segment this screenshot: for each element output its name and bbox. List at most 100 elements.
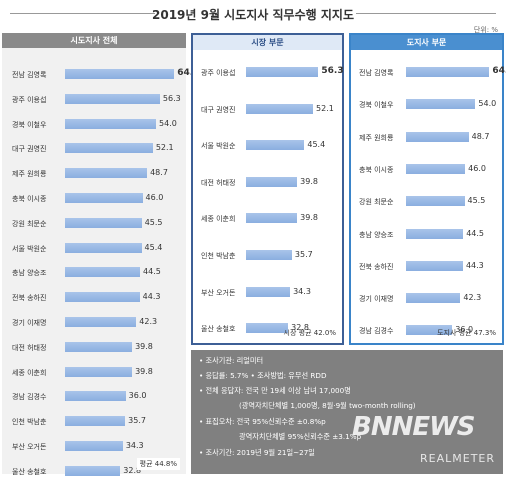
panel-city-mayors: 시장 부문 광주 이용섭 56.3 대구 권영진 52.1 서울 박원순 45.4 대전 허…: [191, 33, 344, 345]
category-label: 제주 원희룡: [12, 170, 47, 179]
data-label: 42.3: [463, 293, 482, 303]
note-period: • 조사기간: 2019년 9월 21일~27일: [199, 448, 315, 457]
bar: [246, 250, 292, 260]
data-label: 48.7: [150, 168, 168, 178]
category-label: 경남 김경수: [359, 327, 394, 336]
panel-province-header: 도지사 부문: [351, 35, 502, 50]
data-label: 34.3: [293, 286, 311, 296]
bar: [65, 366, 133, 377]
category-label: 강원 최문순: [359, 198, 394, 207]
bar: [65, 317, 137, 327]
data-label: 35.7: [294, 250, 313, 259]
average-label: 도지사 평균 47.3%: [437, 329, 496, 337]
category-label: 전남 김영록: [359, 69, 394, 77]
category-label: 대구 권영진: [201, 105, 236, 114]
data-label: 48.7: [471, 131, 490, 141]
bar: [65, 465, 121, 476]
category-label: 전북 송하진: [12, 294, 47, 303]
unit-label: 단위: %: [473, 26, 498, 34]
category-label: 경남 김경수: [12, 393, 47, 402]
category-label: 광주 이용섭: [12, 95, 47, 104]
page-title: 2019년 9월 시도지사 직무수행 지지도: [152, 8, 354, 22]
data-label: 54.0: [159, 118, 177, 128]
category-label: 전남 김영록: [12, 71, 47, 79]
bar: [246, 103, 313, 114]
bar: [65, 441, 123, 451]
note-respondents-detail: (광역자치단체별 1,000명, 8월·9월 two-month rolling…: [239, 401, 416, 410]
category-label: 울산 송철호: [12, 467, 47, 476]
category-label: 대전 허태정: [12, 343, 47, 352]
bar: [246, 140, 305, 151]
bar: [406, 293, 461, 304]
data-label: 44.5: [466, 228, 485, 238]
data-label: 39.8: [135, 341, 153, 351]
title-rule-right: [356, 13, 496, 14]
category-label: 대전 허태정: [201, 178, 236, 187]
data-label: 36.0: [455, 325, 474, 335]
category-label: 울산 송철호: [201, 325, 236, 334]
average-label: 평균 44.8%: [136, 458, 180, 470]
bar: [65, 341, 133, 352]
category-label: 제주 원희룡: [359, 133, 394, 142]
note-error-detail: 광역자치단체별 95%신뢰수준 ±3.1%p: [239, 432, 362, 441]
data-label: 44.3: [142, 292, 161, 302]
bar: [406, 325, 453, 336]
bar: [65, 391, 126, 402]
data-label: 42.3: [139, 317, 158, 326]
panel-province-governors: 도지사 부문 전남 김영록 64.8 경북 이철우 54.0 제주 원희룡 48.7 충북 …: [349, 33, 506, 345]
bar: [406, 228, 464, 239]
bar: [246, 323, 289, 334]
data-label: 36.0: [128, 391, 147, 401]
data-label: 44.3: [465, 260, 484, 270]
category-label: 충남 양승조: [359, 230, 394, 239]
category-label: 인천 박남춘: [201, 252, 236, 260]
category-label: 부산 오거돈: [201, 288, 236, 297]
bar: [406, 99, 476, 110]
data-label: 44.5: [143, 267, 161, 277]
data-label: 64.8: [177, 68, 200, 78]
bar: [65, 242, 142, 253]
data-label: 34.3: [125, 441, 144, 450]
bar: [65, 292, 140, 303]
bar: [65, 217, 142, 228]
data-label: 52.1: [155, 143, 174, 153]
note-respondents: • 전체 응답자: 전국 만 19세 이상 남녀 17,000명: [199, 386, 351, 395]
bar: [65, 69, 175, 79]
category-label: 인천 박남춘: [12, 418, 47, 427]
data-label: 45.4: [307, 140, 326, 150]
category-label: 광주 이용섭: [201, 69, 236, 77]
bar: [246, 67, 319, 77]
bar: [65, 118, 157, 129]
average-label: 시장 평균 42.0%: [283, 329, 336, 337]
data-label: 39.8: [300, 176, 318, 186]
survey-notes: • 조사기관: 리얼미터 • 응답률: 5.7% • 조사방법: 유무선 RDD…: [191, 350, 503, 474]
category-label: 서울 박원순: [12, 244, 47, 253]
category-label: 경북 이철우: [359, 101, 394, 110]
category-label: 부산 오거돈: [12, 443, 47, 451]
category-label: 세종 이춘희: [201, 215, 236, 224]
category-label: 대구 권영진: [12, 145, 47, 154]
data-label: 45.5: [467, 196, 486, 206]
bar: [65, 93, 160, 104]
data-label: 64.8: [492, 66, 506, 76]
bar: [65, 143, 153, 154]
category-label: 세종 이춘희: [12, 368, 47, 377]
note-error: • 표집오차: 전국 95%신뢰수준 ±0.8%p: [199, 417, 326, 426]
bar: [406, 196, 465, 207]
data-label: 32.8: [123, 465, 142, 475]
data-label: 32.8: [291, 323, 309, 333]
bar: [406, 67, 490, 77]
watermark-sub: REALMETER: [420, 452, 495, 465]
bar: [246, 213, 298, 224]
data-label: 56.3: [162, 93, 181, 103]
category-label: 경기 이재명: [359, 295, 394, 304]
bar: [65, 267, 140, 278]
category-label: 전북 송하진: [359, 262, 394, 271]
bar: [65, 193, 143, 203]
note-agency: • 조사기관: 리얼미터: [199, 356, 264, 365]
note-response: • 응답률: 5.7% • 조사방법: 유무선 RDD: [199, 371, 327, 380]
category-label: 충북 이시종: [359, 165, 394, 174]
category-label: 강원 최문순: [12, 219, 47, 228]
data-label: 45.4: [144, 242, 163, 252]
watermark-logo: BNNEWS: [352, 412, 476, 442]
